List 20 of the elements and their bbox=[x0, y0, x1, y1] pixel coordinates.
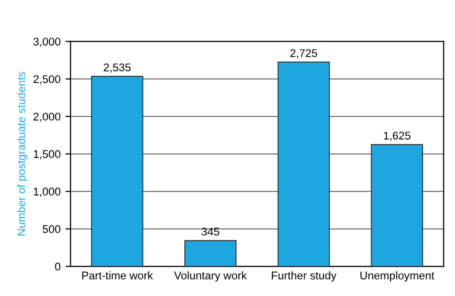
y-tick-label: 2,500 bbox=[34, 75, 60, 84]
y-tick-label: 500 bbox=[42, 225, 60, 234]
bar bbox=[184, 240, 237, 266]
x-tick-label: Part-time work bbox=[82, 271, 153, 280]
data-label: 1,625 bbox=[384, 132, 410, 141]
bar bbox=[370, 144, 424, 266]
bar bbox=[278, 62, 330, 266]
y-tick-label: 2,000 bbox=[34, 112, 60, 122]
x-tick-label: Voluntary work bbox=[174, 271, 247, 282]
bar bbox=[91, 76, 144, 266]
y-tick-label: 3,000 bbox=[33, 38, 60, 47]
x-tick-label: Unemployment bbox=[360, 271, 434, 282]
x-tick-label: Further study bbox=[272, 271, 336, 282]
y-tick-label: 1,000 bbox=[34, 188, 60, 197]
y-axis-title: Number of postgraduate students bbox=[17, 72, 28, 236]
data-label: 2,535 bbox=[104, 63, 131, 73]
data-label: 345 bbox=[202, 228, 220, 236]
y-tick-label: 1,500 bbox=[34, 150, 60, 160]
data-label: 2,725 bbox=[290, 49, 318, 58]
y-tick-label: 0 bbox=[55, 262, 60, 271]
